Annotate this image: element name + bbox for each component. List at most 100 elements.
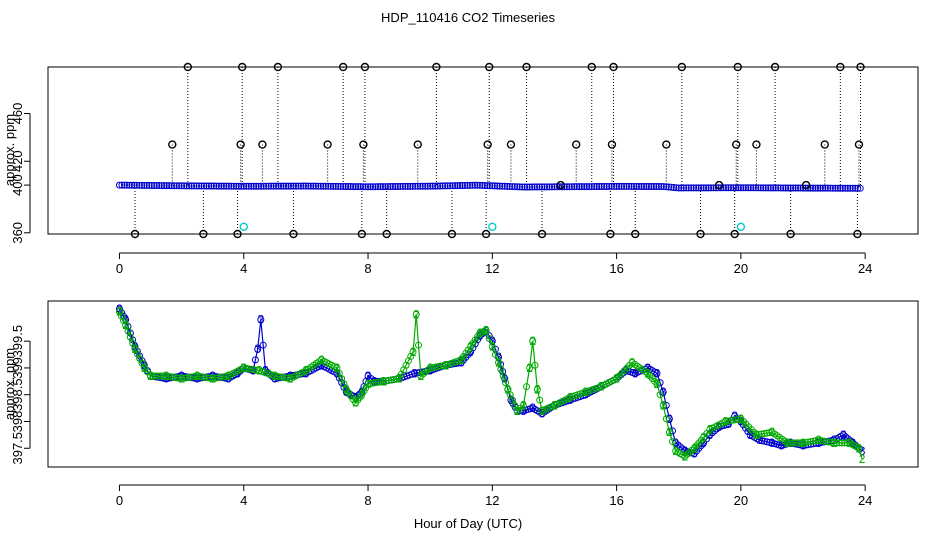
series-label-2: 2 [769,425,776,439]
x-tick-label: 4 [240,493,247,508]
baseline-point [125,181,133,189]
series-label-2: 2 [225,369,232,383]
baseline-point [416,182,424,190]
series-point-3 [411,369,419,377]
baseline-point [538,183,546,191]
series-point-2 [219,373,227,381]
series-point-2 [519,401,527,409]
baseline-point [284,182,292,190]
baseline-point [451,182,459,190]
series-label-2: 2 [427,361,434,375]
series-point-2 [419,370,427,378]
baseline-point [449,182,457,190]
series-point-3 [257,316,265,324]
baseline-point [232,182,240,190]
series-point-2 [721,417,729,425]
y-tick-label: 360 [10,222,25,244]
series-point-2 [786,439,794,447]
baseline-point [739,184,747,192]
x-tick-label: 0 [116,493,123,508]
baseline-point [205,182,213,190]
baseline-point [600,182,608,190]
baseline-point [841,184,849,192]
series-point-2 [662,415,670,423]
baseline-point [677,184,685,192]
baseline-point [282,182,290,190]
baseline-point [396,182,404,190]
baseline-point [406,182,414,190]
baseline-point [511,183,519,191]
baseline-point [215,182,223,190]
series-point-2 [822,438,830,446]
series-label-3: 3 [334,366,341,380]
baseline-point [309,182,317,190]
baseline-point [143,181,151,189]
baseline-point [235,182,243,190]
baseline-point [225,182,233,190]
series-point-2 [242,364,250,372]
baseline-point [545,183,553,191]
baseline-point [829,184,837,192]
series-point-2 [681,452,689,460]
baseline-point [851,184,859,192]
series-point-2 [385,376,393,384]
baseline-point [434,182,442,190]
series-point-2 [830,439,838,447]
series-label-3: 3 [672,436,679,450]
baseline-point [357,183,365,191]
series-label-2: 2 [700,431,707,445]
baseline-point [197,182,205,190]
series-point-2 [855,444,863,452]
flag-point [483,140,492,149]
baseline-point [220,182,228,190]
baseline-point [680,184,688,192]
baseline-point [260,182,268,190]
series-point-2 [482,326,490,334]
baseline-point [446,182,454,190]
series-label-2: 2 [194,369,201,383]
baseline-point [675,184,683,192]
top-y-axis-label: approx. ppm [2,114,17,186]
baseline-point [364,183,372,191]
series-point-2 [358,391,366,399]
x-tick-label: 8 [364,261,371,276]
series-point-2 [214,374,222,382]
baseline-point [588,183,596,191]
series-point-2 [669,438,677,446]
series-label-2: 2 [551,398,558,412]
series-point-2 [760,430,768,438]
flag-point [732,140,741,149]
baseline-point [421,182,429,190]
series-label-2: 2 [526,361,533,375]
series-point-2 [393,375,401,383]
series-point-2 [497,365,505,373]
series-point-2 [152,372,160,380]
baseline-point [787,184,795,192]
y-tick-label: 397.5 [10,432,25,465]
bottom-plot-frame [47,300,919,468]
series-point-2 [656,391,664,399]
series-point-3 [706,431,714,439]
series-point-2 [415,341,423,349]
series-point-2 [185,373,193,381]
baseline-point [334,182,342,190]
baseline-point [608,182,616,190]
flag-point [258,140,267,149]
baseline-point [188,182,196,190]
baseline-point [483,182,491,190]
series-label-2: 2 [380,374,387,388]
series-point-2 [273,372,281,380]
flag-point [236,140,245,149]
series-point-2 [380,377,388,385]
series-label-2: 2 [467,340,474,354]
series-point-2 [118,312,126,320]
baseline-point [667,183,675,191]
baseline-point [252,182,260,190]
series-label-2: 2 [505,382,512,396]
series-label-2: 2 [815,433,822,447]
series-point-2 [204,374,211,382]
series-point-2 [426,364,434,372]
baseline-point [441,182,449,190]
baseline-point [138,181,146,189]
series-label-3: 3 [122,313,129,327]
